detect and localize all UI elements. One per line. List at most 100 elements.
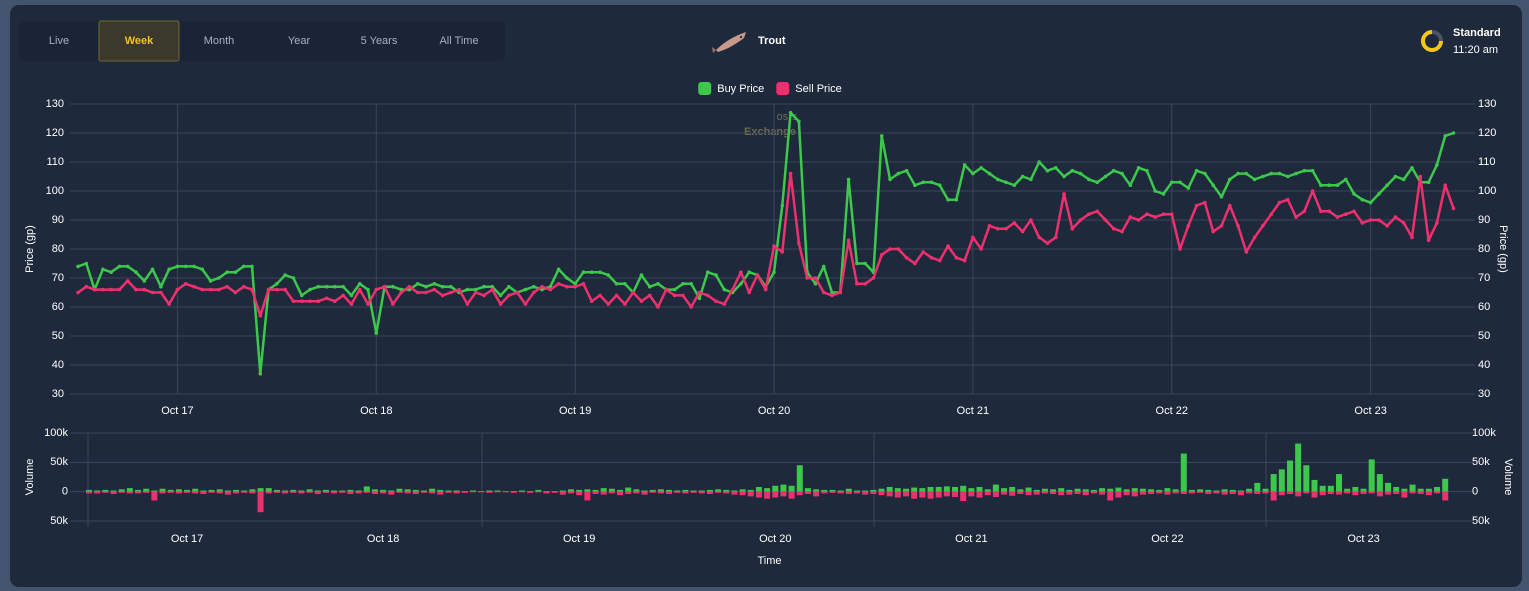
bar bbox=[461, 491, 468, 492]
point bbox=[316, 284, 321, 289]
bar bbox=[1368, 491, 1375, 494]
point bbox=[1037, 160, 1041, 164]
point bbox=[349, 302, 354, 306]
point bbox=[1244, 250, 1249, 254]
tab[interactable]: All Time bbox=[439, 35, 478, 47]
point bbox=[739, 282, 743, 286]
x-tick-label: Oct 20 bbox=[759, 533, 791, 545]
bar bbox=[551, 491, 558, 492]
y2-tick-label: 50k bbox=[1472, 456, 1490, 468]
bar bbox=[314, 490, 321, 492]
point bbox=[1219, 224, 1224, 228]
point bbox=[1377, 218, 1381, 222]
point bbox=[233, 270, 238, 275]
bar bbox=[200, 490, 207, 492]
tab[interactable]: Week bbox=[125, 35, 154, 47]
bar bbox=[1336, 474, 1343, 492]
point bbox=[1020, 174, 1025, 179]
item-title: Trout bbox=[758, 35, 786, 47]
point bbox=[879, 134, 884, 138]
point bbox=[888, 247, 892, 251]
bar bbox=[1001, 491, 1008, 495]
tab[interactable]: 5 Years bbox=[361, 35, 398, 47]
point bbox=[101, 287, 105, 292]
bar bbox=[576, 491, 583, 496]
bar bbox=[853, 490, 860, 492]
bar bbox=[1188, 491, 1195, 494]
bar bbox=[1417, 488, 1424, 492]
bar bbox=[184, 489, 191, 492]
bar bbox=[478, 491, 485, 493]
bar bbox=[1180, 491, 1187, 495]
point bbox=[117, 287, 122, 292]
tab-selected[interactable] bbox=[98, 20, 180, 62]
point bbox=[954, 197, 959, 202]
bar bbox=[1172, 489, 1179, 492]
bar bbox=[1115, 491, 1122, 498]
bar bbox=[396, 488, 403, 492]
bar bbox=[1262, 488, 1269, 492]
point bbox=[424, 290, 428, 295]
bar bbox=[192, 488, 199, 492]
y-tick-label: 120 bbox=[46, 127, 64, 139]
point bbox=[424, 284, 428, 289]
bar bbox=[126, 491, 133, 494]
point bbox=[233, 290, 238, 295]
point bbox=[813, 282, 818, 286]
tab[interactable]: Live bbox=[49, 35, 69, 47]
bar bbox=[527, 491, 534, 493]
bar bbox=[543, 491, 550, 492]
point bbox=[672, 293, 677, 298]
bar bbox=[1197, 489, 1204, 492]
bar bbox=[1360, 491, 1367, 495]
point bbox=[598, 293, 602, 298]
fish-icon bbox=[712, 32, 746, 53]
bar bbox=[584, 489, 591, 492]
bar bbox=[584, 491, 591, 501]
point bbox=[1186, 224, 1191, 228]
x-tick-label: Oct 18 bbox=[360, 405, 392, 417]
y2-tick-label: 90 bbox=[1478, 214, 1490, 226]
point bbox=[1393, 215, 1398, 219]
bar bbox=[845, 488, 852, 492]
bar bbox=[894, 488, 901, 492]
point bbox=[1393, 174, 1398, 179]
point bbox=[788, 171, 793, 176]
point bbox=[200, 267, 205, 272]
bar bbox=[314, 491, 321, 495]
y2-tick-label: 100k bbox=[1472, 427, 1496, 439]
bar bbox=[1311, 491, 1318, 498]
y2-tick-label: 100 bbox=[1478, 185, 1496, 197]
bar bbox=[1360, 488, 1367, 492]
point bbox=[333, 284, 337, 289]
point bbox=[523, 287, 528, 292]
point bbox=[159, 290, 163, 295]
tab[interactable]: Year bbox=[288, 35, 311, 47]
bar bbox=[1156, 491, 1163, 494]
y-tick-label: 100 bbox=[46, 185, 64, 197]
point bbox=[217, 287, 221, 292]
point bbox=[217, 276, 221, 280]
point bbox=[1186, 186, 1191, 190]
bar bbox=[1376, 474, 1383, 492]
bar bbox=[339, 491, 346, 493]
bar bbox=[747, 491, 754, 497]
bar bbox=[118, 489, 125, 492]
bar bbox=[249, 489, 256, 492]
point bbox=[391, 284, 395, 289]
bar bbox=[94, 491, 101, 494]
point bbox=[125, 279, 130, 283]
bar bbox=[1017, 491, 1024, 495]
bar bbox=[1050, 489, 1057, 492]
panel bbox=[10, 5, 1522, 587]
bar bbox=[1319, 491, 1326, 496]
bar bbox=[306, 491, 313, 493]
point bbox=[1277, 171, 1282, 176]
bar bbox=[371, 489, 378, 492]
bar bbox=[608, 488, 615, 492]
tab[interactable]: Month bbox=[204, 35, 235, 47]
bar bbox=[380, 491, 387, 494]
bar bbox=[559, 490, 566, 492]
bar bbox=[1409, 484, 1416, 492]
point bbox=[275, 282, 279, 286]
